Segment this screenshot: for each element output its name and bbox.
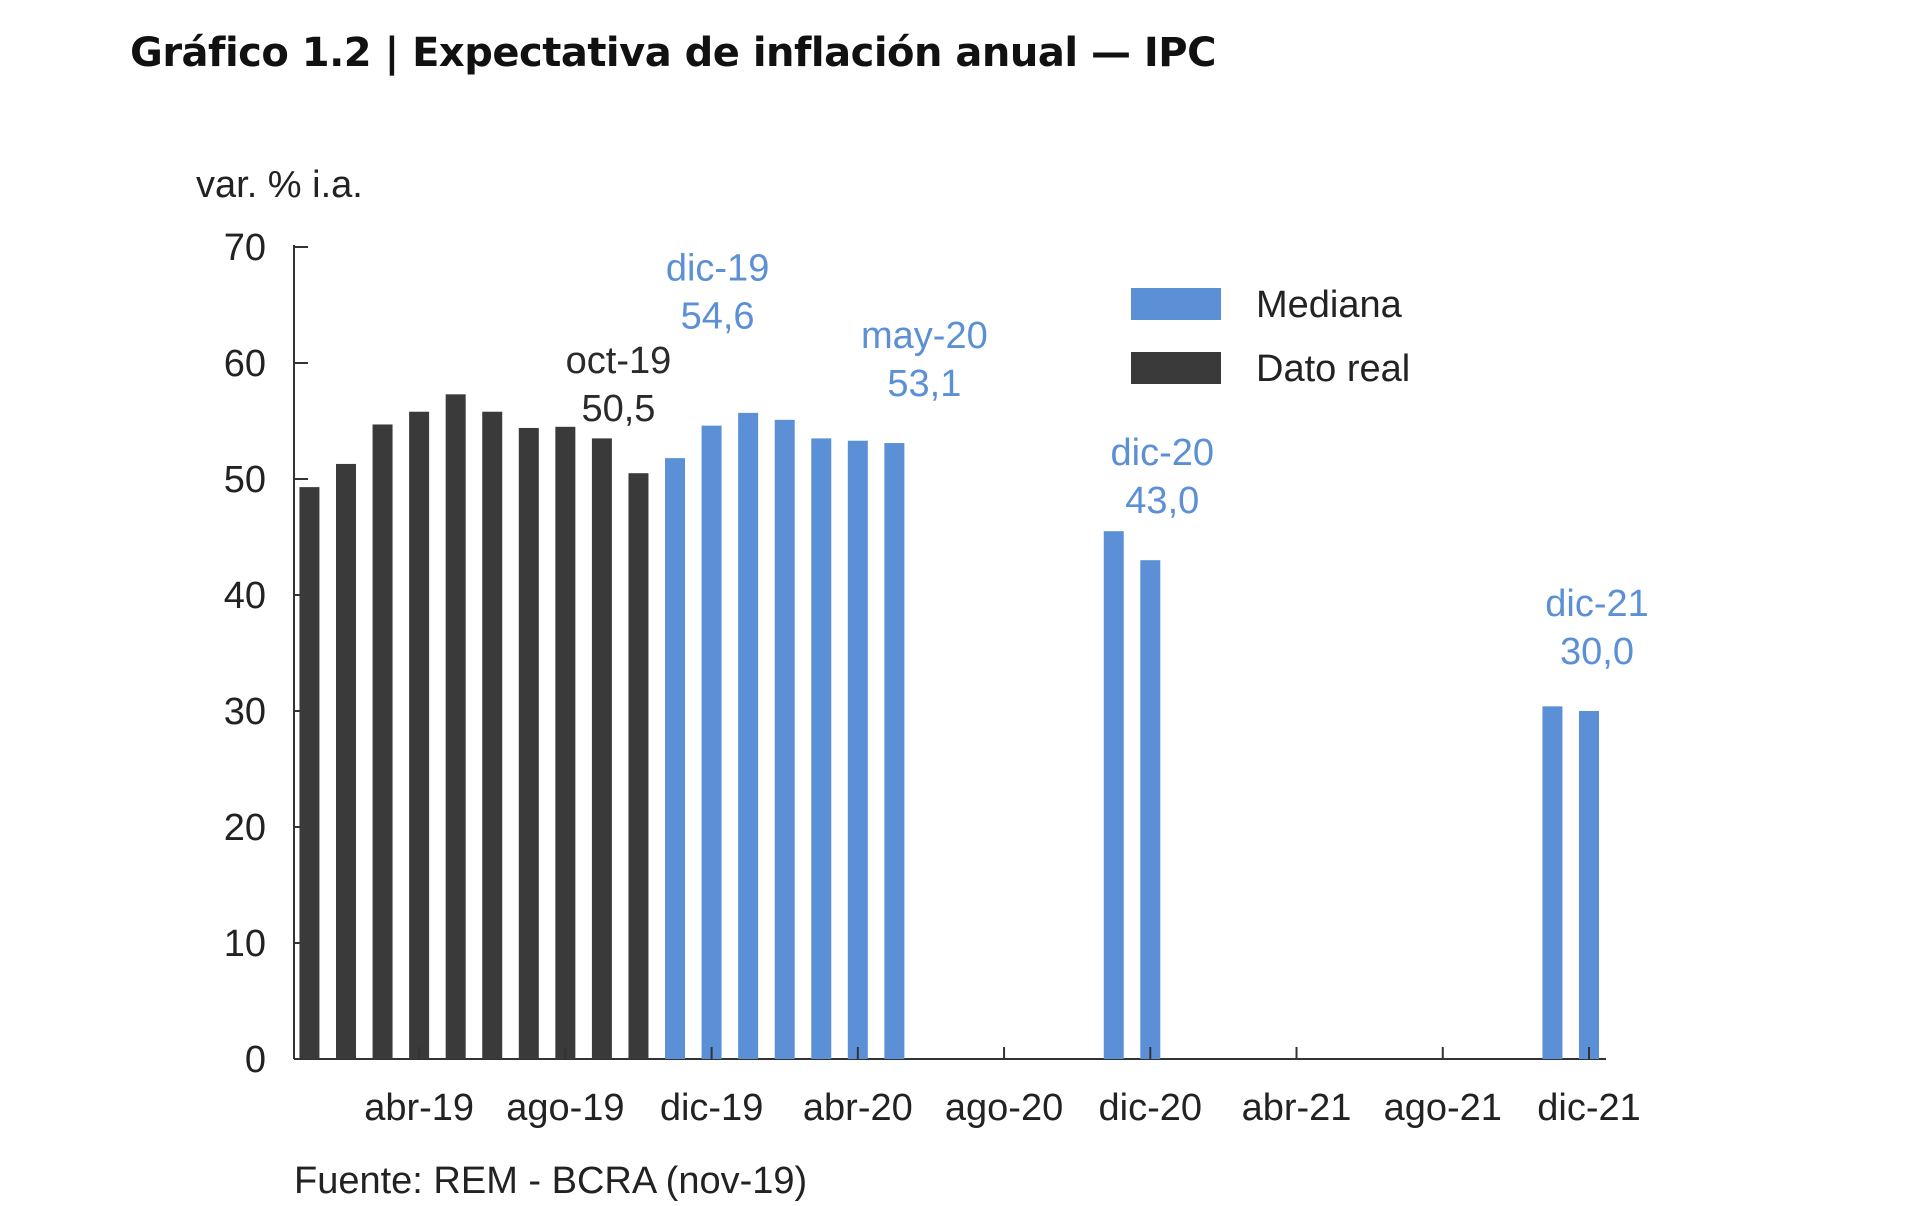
bar-mediana-feb-20: [774, 419, 795, 1060]
bar-mediana-may-20: [884, 443, 905, 1059]
annotation-label: may-20: [861, 315, 988, 357]
annotation-value: 50,5: [581, 388, 655, 430]
y-tick-label: 60: [224, 343, 266, 385]
x-tick-label: abr-19: [364, 1087, 474, 1129]
annotation-label: dic-20: [1111, 432, 1215, 474]
x-tick-label: dic-21: [1537, 1087, 1641, 1129]
bar-dato-real-abr-19: [409, 411, 430, 1060]
bar-mediana-nov-21: [1542, 706, 1563, 1059]
bar-mediana-abr-20: [847, 440, 868, 1060]
y-axis-label: var. % i.a.: [196, 164, 363, 206]
legend-label: Dato real: [1256, 348, 1410, 390]
y-tick-label: 70: [224, 227, 266, 269]
bar-dato-real-ago-19: [555, 426, 576, 1059]
bar-dato-real-mar-19: [372, 424, 393, 1060]
bar-mediana-dic-21: [1579, 711, 1599, 1059]
y-tick-label: 10: [224, 923, 266, 965]
annotation-label: oct-19: [566, 340, 672, 382]
bar-mediana-mar-20: [811, 438, 832, 1059]
annotation-value: 54,6: [681, 296, 755, 338]
annotation-label: dic-19: [666, 248, 770, 290]
bar-mediana-dic-20: [1140, 560, 1161, 1059]
y-tick-label: 30: [224, 691, 266, 733]
legend-swatch: [1131, 352, 1221, 384]
x-tick-label: ago-20: [945, 1087, 1063, 1129]
x-tick-label: dic-19: [660, 1087, 764, 1129]
bar-dato-real-feb-19: [336, 463, 356, 1059]
bar-mediana-ene-20: [738, 412, 759, 1059]
y-tick-label: 40: [224, 575, 266, 617]
legend-swatch: [1131, 288, 1221, 320]
bar-dato-real-jul-19: [518, 427, 539, 1060]
annotation-label: dic-21: [1545, 583, 1649, 625]
annotation-value: 53,1: [887, 363, 961, 405]
y-tick-label: 0: [245, 1039, 266, 1081]
annotation-value: 43,0: [1125, 480, 1199, 522]
y-tick-label: 20: [224, 807, 266, 849]
source-note: Fuente: REM - BCRA (nov-19): [294, 1160, 807, 1202]
x-tick-label: ago-21: [1384, 1087, 1502, 1129]
bar-dato-real-ene-19: [299, 487, 320, 1059]
bar-dato-real-oct-19: [628, 473, 649, 1059]
bar-mediana-nov-20: [1103, 531, 1124, 1059]
y-tick-label: 50: [224, 459, 266, 501]
legend-label: Mediana: [1256, 284, 1403, 326]
bar-dato-real-may-19: [445, 394, 466, 1059]
bar-mediana-nov-19: [665, 458, 686, 1059]
x-tick-label: dic-20: [1099, 1087, 1203, 1129]
x-tick-label: abr-20: [803, 1087, 913, 1129]
bar-dato-real-jun-19: [482, 411, 503, 1060]
annotation-value: 30,0: [1560, 631, 1634, 673]
chart-title: Gráfico 1.2 | Expectativa de inflación a…: [130, 30, 1216, 76]
bar-dato-real-sep-19: [591, 438, 612, 1059]
x-tick-label: abr-21: [1242, 1087, 1352, 1129]
bar-mediana-dic-19: [701, 425, 722, 1059]
x-tick-label: ago-19: [506, 1087, 624, 1129]
plot-area: var. % i.a. 0 10 20 30 40 50 60 70 abr-19 ago-19 di…: [196, 164, 1649, 1202]
